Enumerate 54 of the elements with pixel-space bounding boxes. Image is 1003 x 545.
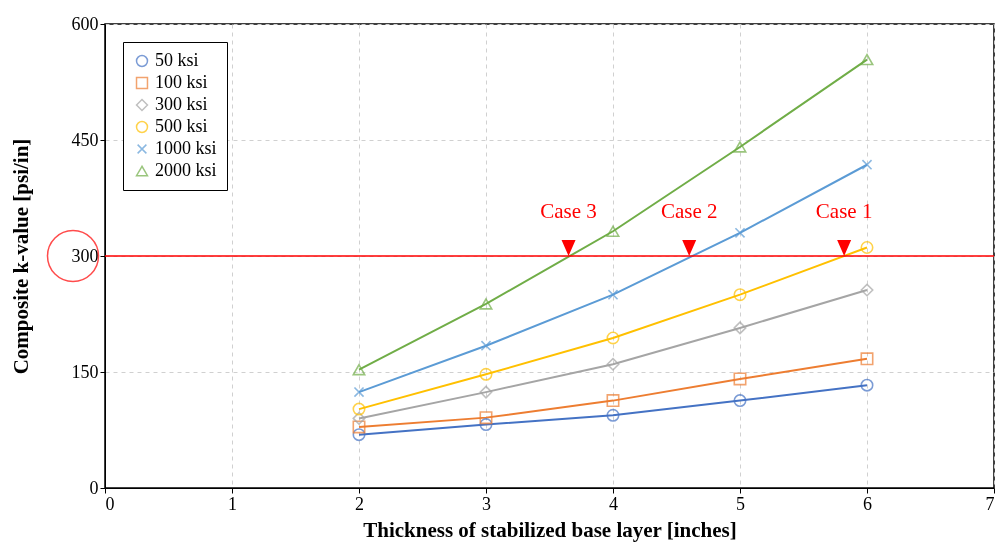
legend-label: 1000 ksi bbox=[155, 138, 217, 158]
point bbox=[352, 428, 366, 442]
point bbox=[606, 331, 620, 345]
x-tick-label: 0 bbox=[105, 493, 115, 514]
point bbox=[479, 418, 493, 432]
point bbox=[733, 141, 747, 153]
x-tick-label: 2 bbox=[355, 493, 364, 514]
x-tick-label: 1 bbox=[228, 493, 237, 514]
point bbox=[861, 159, 873, 171]
legend-label: 50 ksi bbox=[155, 50, 199, 70]
point bbox=[480, 340, 492, 352]
annotation: Case 3 bbox=[540, 199, 597, 223]
legend-label: 2000 ksi bbox=[155, 160, 217, 180]
point bbox=[733, 288, 747, 302]
point bbox=[352, 363, 366, 376]
y-tick-label: 450 bbox=[71, 129, 99, 150]
point bbox=[860, 283, 874, 297]
point bbox=[733, 394, 747, 408]
x-tick-label: 3 bbox=[482, 493, 491, 514]
point bbox=[733, 372, 747, 386]
point bbox=[860, 53, 874, 66]
x-tick-label: 4 bbox=[609, 493, 618, 514]
point bbox=[733, 321, 747, 335]
legend-label: 500 ksi bbox=[155, 116, 208, 136]
point bbox=[479, 411, 493, 425]
y-tick-label: 600 bbox=[71, 13, 99, 34]
x-tick-label: 7 bbox=[985, 493, 995, 514]
point bbox=[860, 352, 874, 366]
x-axis-title: Thickness of stabilized base layer [inches] bbox=[363, 517, 737, 542]
point bbox=[479, 367, 493, 381]
point bbox=[607, 289, 619, 301]
point bbox=[860, 378, 874, 392]
x-tick-label: 5 bbox=[736, 493, 745, 514]
point bbox=[479, 298, 493, 310]
legend-label: 300 ksi bbox=[155, 94, 208, 114]
point bbox=[606, 408, 620, 422]
y-axis-title: Composite k-value [psi/in] bbox=[8, 138, 33, 375]
point bbox=[352, 420, 366, 434]
point bbox=[352, 411, 366, 425]
y-tick-label: 150 bbox=[71, 361, 99, 382]
point bbox=[353, 386, 365, 398]
annotation: Case 1 bbox=[815, 199, 873, 223]
point bbox=[479, 385, 493, 399]
legend-label: 100 ksi bbox=[155, 72, 208, 92]
x-tick-label: 6 bbox=[863, 493, 872, 514]
point bbox=[606, 394, 620, 408]
annotation: Case 2 bbox=[660, 199, 718, 223]
point bbox=[734, 227, 746, 239]
point bbox=[352, 402, 366, 416]
y-tick-label: 300 bbox=[71, 245, 99, 266]
y-tick-label: 0 bbox=[89, 477, 99, 498]
point bbox=[860, 241, 874, 254]
point bbox=[606, 225, 620, 237]
point bbox=[606, 357, 620, 371]
